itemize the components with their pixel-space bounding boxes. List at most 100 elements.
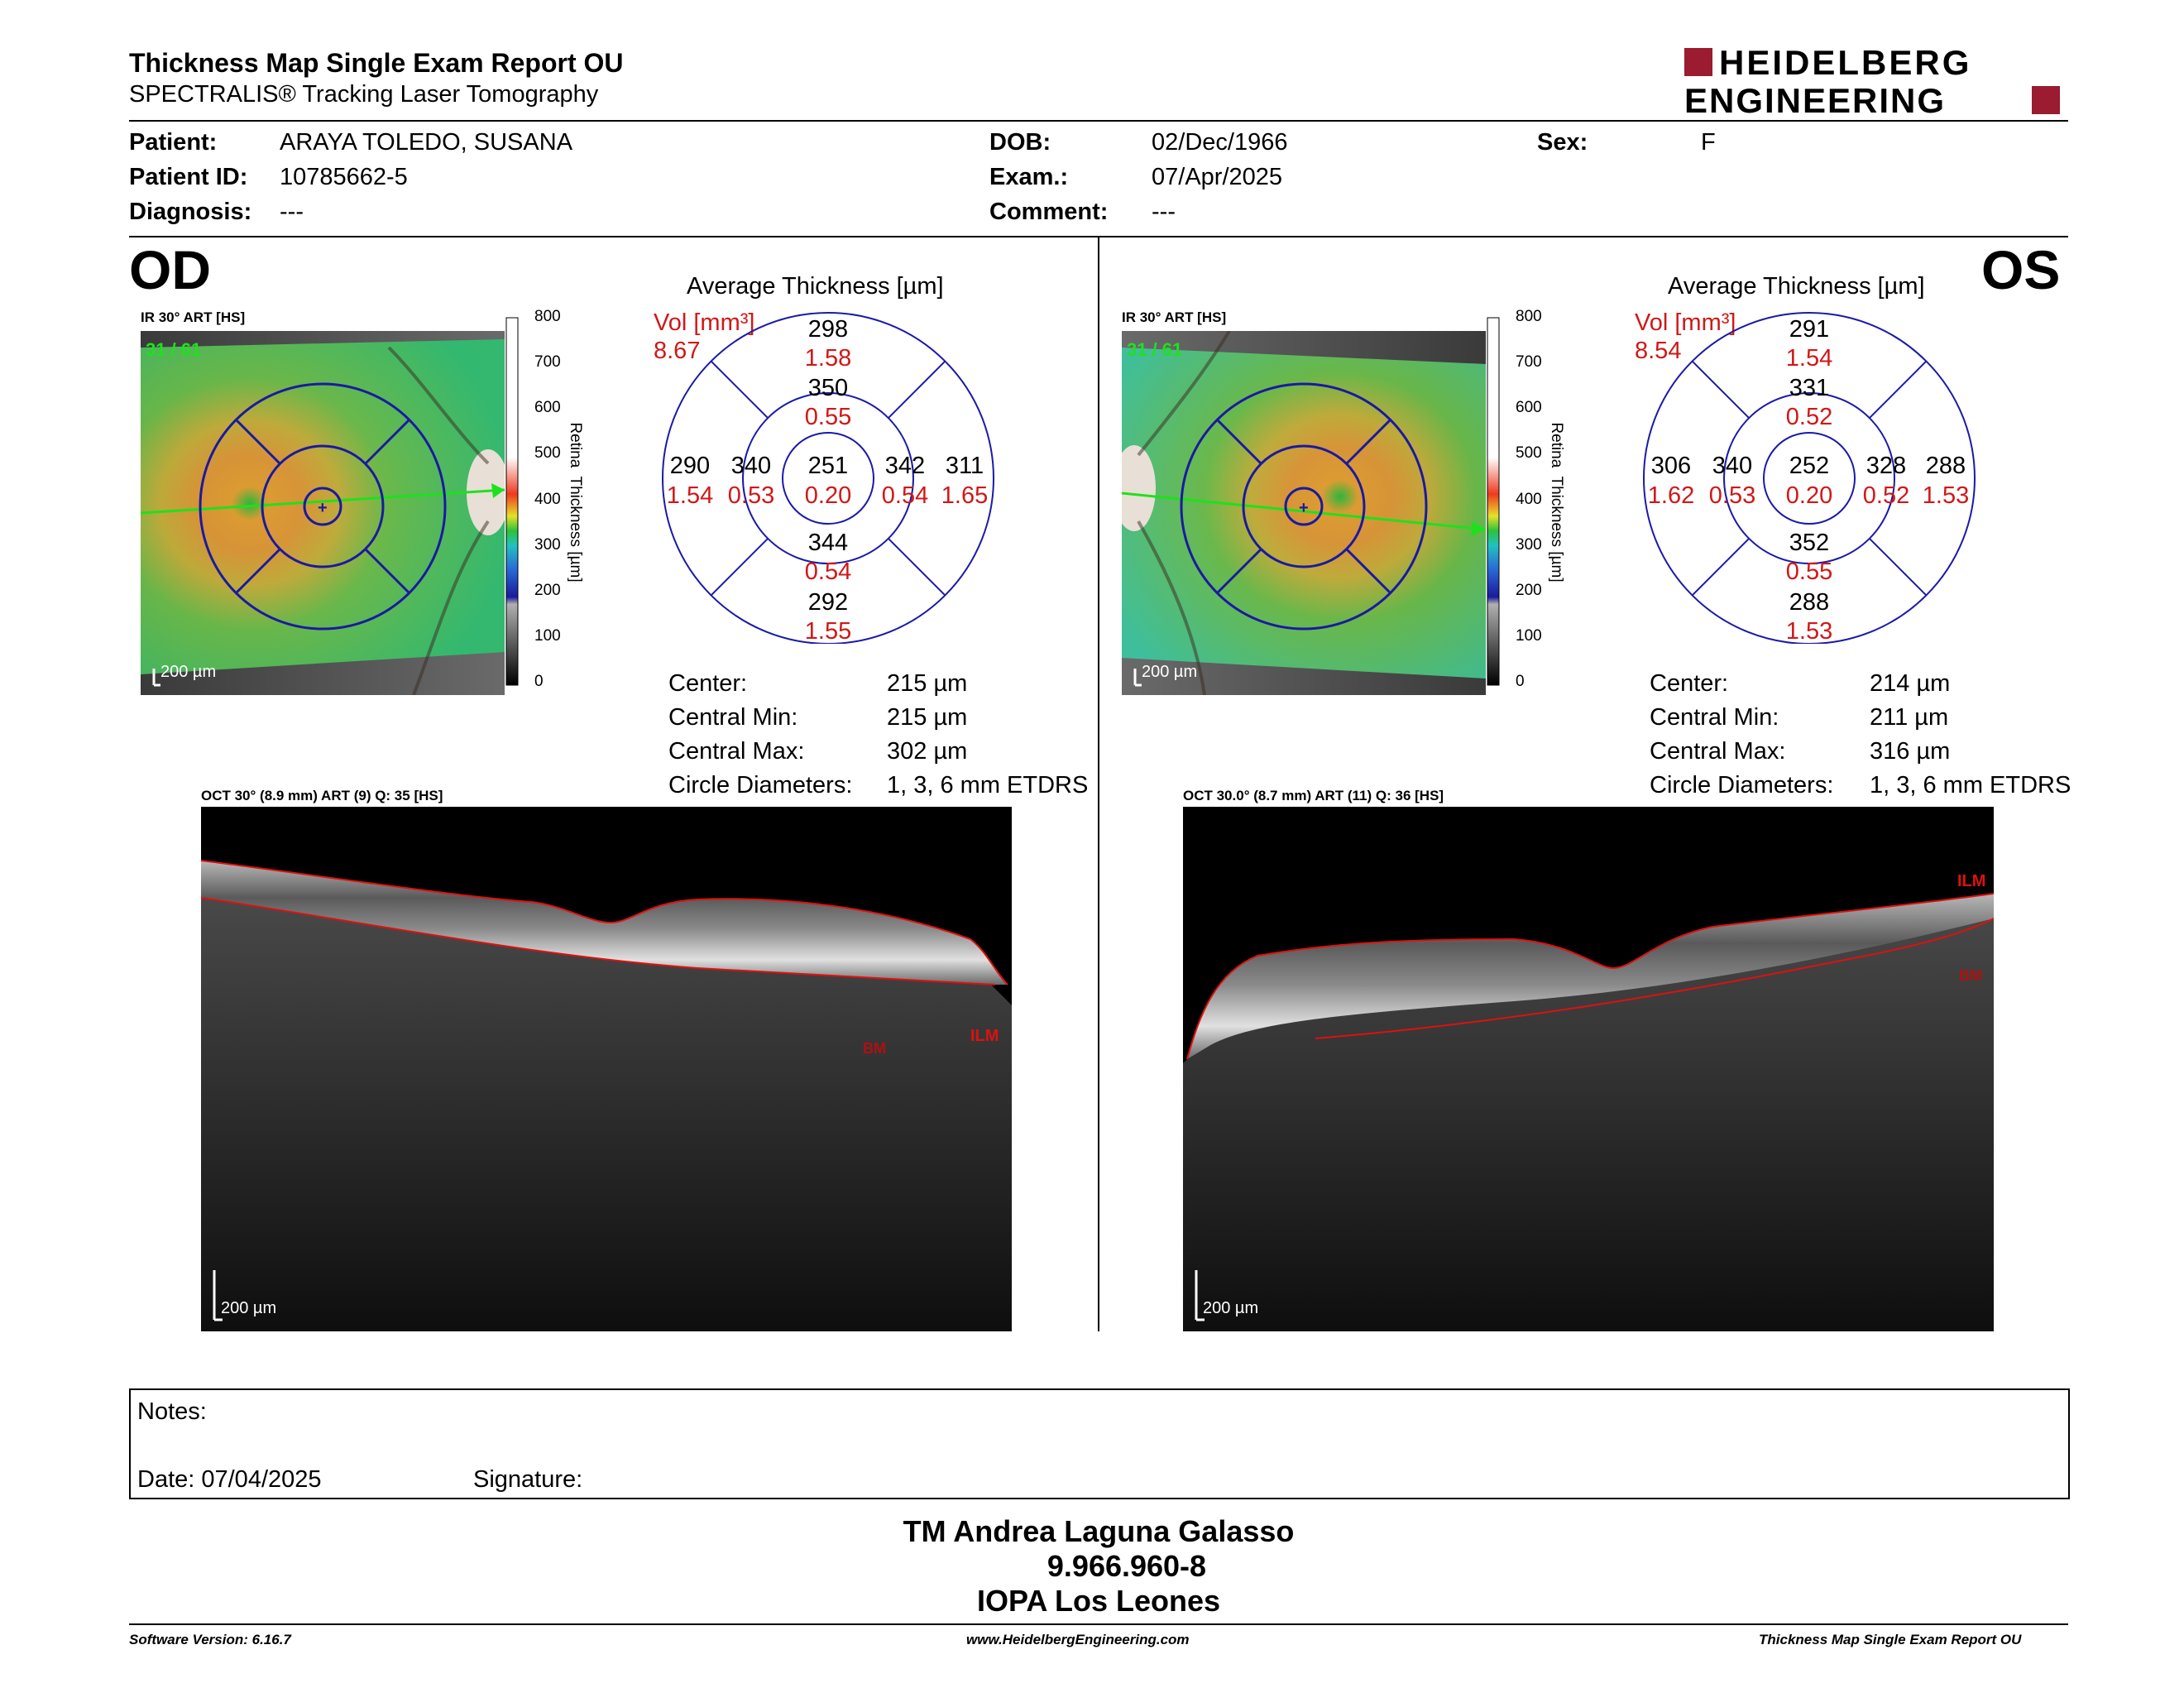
os-inner-sup-volume: 0.52 (1786, 404, 1832, 430)
od-max-value: 302 µm (887, 738, 968, 765)
exam-value: 07/Apr/2025 (1152, 164, 1283, 190)
logo-square-top (1684, 48, 1712, 76)
logo-text-bottom: ENGINEERING (1684, 81, 1946, 117)
od-diam-label: Circle Diameters: (668, 772, 853, 798)
od-cbar-tick: 800 (534, 308, 561, 325)
od-cbar-tick: 500 (534, 444, 561, 462)
patient-id-label: Patient ID: (129, 164, 248, 190)
od-oct-label: OCT 30° (8.9 mm) ART (9) Q: 35 [HS] (201, 788, 443, 803)
od-inner-sup-thickness: 350 (808, 375, 848, 401)
dob-label: DOB: (989, 129, 1051, 156)
od-bm-label: BM (863, 1040, 886, 1057)
logo-square-bottom (2032, 86, 2060, 114)
os-ir-counter: 31 / 61 (1127, 339, 1182, 360)
software-version: Software Version: 6.16.7 (129, 1632, 291, 1647)
header-divider (129, 120, 2068, 122)
os-diam-value: 1, 3, 6 mm ETDRS (1870, 772, 2071, 798)
os-inner-inf-thickness: 352 (1789, 530, 1829, 556)
os-outer-inf-thickness: 288 (1789, 589, 1829, 616)
od-center-value: 215 µm (887, 670, 968, 697)
os-outer-left-thickness: 306 (1651, 453, 1691, 479)
od-ir-thickness-map: + 31 / 61 200 µm (141, 331, 505, 695)
od-scan-arrow (491, 483, 505, 498)
od-ir-counter: 31 / 61 (146, 339, 201, 360)
os-vessel (1137, 520, 1206, 695)
os-optic-disc (1122, 445, 1156, 531)
od-cbar-tick: 600 (534, 399, 561, 416)
od-ir-scale: 200 µm (160, 663, 216, 681)
os-outer-left-volume: 1.62 (1648, 482, 1694, 509)
od-colorbar (505, 317, 519, 686)
diagnosis-value: --- (280, 199, 304, 225)
os-avg-title: Average Thickness [µm] (1668, 273, 1925, 300)
od-etdrs-grid: 298 1.58 350 0.55 251 0.20 340 0.53 342 … (662, 312, 994, 644)
os-center-cross: + (1299, 499, 1309, 517)
os-vol-value: 8.54 (1635, 338, 1682, 364)
os-bm-line (1315, 918, 1994, 1039)
os-heat-overlay (1122, 348, 1486, 679)
od-outer-left-thickness: 290 (670, 453, 710, 479)
od-vessel (412, 520, 490, 695)
od-outer-right-volume: 1.65 (941, 482, 988, 509)
od-cbar-tick: 700 (534, 353, 561, 371)
report-subtitle: SPECTRALIS® Tracking Laser Tomography (129, 81, 599, 108)
od-vessel (387, 346, 490, 465)
os-ir-label: IR 30° ART [HS] (1122, 309, 1227, 325)
os-etdrs-overlay (1180, 382, 1428, 631)
os-bm-label: BM (1959, 967, 1982, 984)
od-inner-sup-volume: 0.55 (805, 404, 851, 430)
os-outer-sup-volume: 1.54 (1786, 345, 1832, 372)
od-min-value: 215 µm (887, 704, 968, 731)
sex-label: Sex: (1537, 129, 1588, 156)
os-eye-label: OS (1981, 239, 2061, 300)
od-outer-inf-thickness: 292 (808, 589, 848, 616)
od-etdrs-overlay (199, 382, 447, 631)
os-oct-bscan: ILM BM 200 µm (1183, 807, 1994, 1331)
os-cbar-tick: 300 (1516, 536, 1542, 554)
os-max-label: Central Max: (1650, 738, 1786, 765)
os-center-value: 214 µm (1870, 670, 1951, 697)
od-ilm-line (201, 860, 1008, 985)
os-inner-left-thickness: 340 (1712, 453, 1752, 479)
od-outer-left-volume: 1.54 (667, 482, 713, 509)
os-center-volume: 0.20 (1786, 482, 1832, 509)
os-retina (1187, 894, 1994, 1059)
notes-box[interactable]: Notes: Date: 07/04/2025 Signature: (129, 1388, 2070, 1499)
os-etdrs-grid: 291 1.54 331 0.52 252 0.20 340 0.53 328 … (1643, 312, 1976, 644)
od-inner-left-volume: 0.53 (728, 482, 774, 509)
os-inner-right-thickness: 328 (1866, 453, 1906, 479)
od-oct-scale: 200 µm (221, 1299, 276, 1317)
os-cbar-tick: 400 (1516, 491, 1542, 508)
os-cbar-tick: 0 (1516, 673, 1525, 690)
os-cbar-tick: 200 (1516, 582, 1542, 599)
os-vol-label: Vol [mm³] (1635, 309, 1736, 336)
signature-label: Signature: (473, 1466, 583, 1493)
comment-value: --- (1152, 199, 1176, 225)
od-avg-title: Average Thickness [µm] (687, 273, 944, 300)
od-cbar-tick: 0 (534, 673, 544, 690)
od-inner-right-volume: 0.54 (882, 482, 928, 509)
od-ir-label: IR 30° ART [HS] (141, 309, 246, 325)
os-inner-sup-thickness: 331 (1789, 375, 1829, 401)
os-center-label: Center: (1650, 670, 1729, 697)
od-choroid (201, 890, 1012, 1331)
signature-id: 9.966.960-8 (1046, 1549, 1207, 1583)
signature-name: TM Andrea Laguna Galasso (903, 1514, 1295, 1548)
od-center-cross: + (318, 499, 328, 517)
notes-label: Notes: (137, 1398, 207, 1425)
patient-value: ARAYA TOLEDO, SUSANA (280, 129, 573, 156)
od-diam-value: 1, 3, 6 mm ETDRS (887, 772, 1089, 798)
od-inner-left-thickness: 340 (731, 453, 771, 479)
os-vessel (1137, 331, 1231, 457)
od-max-label: Central Max: (668, 738, 805, 765)
os-ir-thickness-map: + 31 / 61 200 µm (1122, 331, 1486, 695)
website-link[interactable]: www.HeidelbergEngineering.com (966, 1632, 1190, 1647)
od-outer-sup-thickness: 298 (808, 316, 848, 343)
sex-value: F (1701, 129, 1716, 156)
os-cbar-tick: 600 (1516, 399, 1542, 416)
os-cbar-tick: 500 (1516, 444, 1542, 462)
patient-label: Patient: (129, 129, 218, 156)
os-scan-arrow (1471, 521, 1486, 536)
os-inner-right-volume: 0.52 (1863, 482, 1909, 509)
os-ir-scale: 200 µm (1142, 663, 1197, 681)
